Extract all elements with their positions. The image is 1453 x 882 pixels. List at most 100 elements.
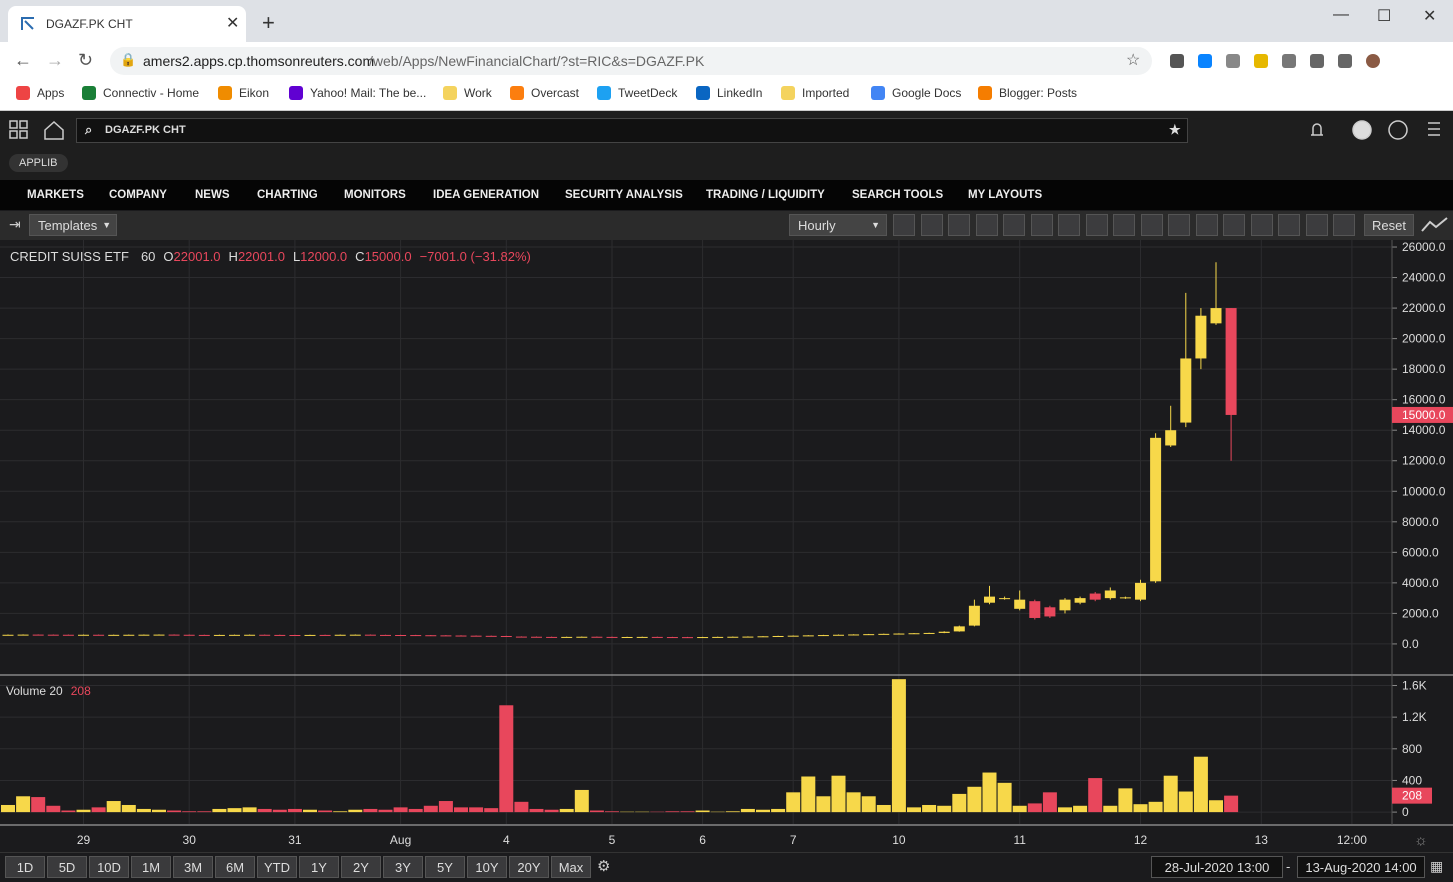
browser-tab[interactable]: DGAZF.PK CHT ✕ (8, 6, 246, 42)
applib-button[interactable]: APPLIB (9, 154, 68, 172)
tool-icon[interactable] (1196, 214, 1218, 236)
bookmark[interactable]: Eikon (218, 86, 269, 100)
bookmark[interactable]: Connectiv - Home (82, 86, 199, 100)
nav-item[interactable]: MONITORS (344, 189, 406, 201)
url-host: amers2.apps.cp.thomsonreuters.com (143, 53, 374, 69)
range-button[interactable]: 3M (173, 856, 213, 878)
templates-button[interactable]: Templates▼ (29, 214, 117, 236)
tool-icon[interactable] (976, 214, 998, 236)
bookmark[interactable]: Work (443, 86, 492, 100)
volume-bar (1073, 806, 1087, 812)
tool-icon[interactable] (921, 214, 943, 236)
tool-icon[interactable] (1058, 214, 1080, 236)
tab-close[interactable]: ✕ (226, 13, 239, 33)
calendar-icon[interactable]: ▦ (1430, 858, 1443, 875)
bookmark[interactable]: Google Docs (871, 86, 961, 100)
bookmark-icon (871, 86, 885, 100)
bookmark[interactable]: Apps (16, 86, 64, 100)
nav-item[interactable]: NEWS (195, 189, 230, 201)
candle-body (63, 635, 74, 636)
tool-icon[interactable] (1086, 214, 1108, 236)
y-tick-label: 400 (1402, 773, 1422, 787)
x-tick-label: 7 (790, 833, 797, 847)
range-button[interactable]: 5D (47, 856, 87, 878)
new-tab[interactable]: + (262, 10, 275, 36)
range-button[interactable]: 10Y (467, 856, 507, 878)
nav-item[interactable]: COMPANY (109, 189, 167, 201)
bookmark-label: TweetDeck (618, 86, 677, 100)
omnibox[interactable]: 🔒 amers2.apps.cp.thomsonreuters.com /web… (110, 47, 1152, 75)
tool-icon[interactable] (1003, 214, 1025, 236)
tool-icon[interactable] (1278, 214, 1300, 236)
bookmark[interactable]: Overcast (510, 86, 579, 100)
tool-icon[interactable] (1306, 214, 1328, 236)
app-icons[interactable] (9, 120, 69, 140)
tool-icon[interactable] (893, 214, 915, 236)
nav-item[interactable]: SEARCH TOOLS (852, 189, 943, 201)
range-button[interactable]: 5Y (425, 856, 465, 878)
tool-icon[interactable] (948, 214, 970, 236)
candle-body (818, 635, 829, 636)
range-button[interactable]: 2Y (341, 856, 381, 878)
candle-body (320, 635, 331, 636)
volume-bar (514, 802, 528, 812)
reload[interactable]: ↻ (78, 50, 93, 71)
favorite-star[interactable]: ★ (1169, 122, 1181, 138)
range-button[interactable]: YTD (257, 856, 297, 878)
candle-body (788, 636, 799, 637)
bookmark-label: Connectiv - Home (103, 86, 199, 100)
bookmark[interactable]: TweetDeck (597, 86, 677, 100)
nav-item[interactable]: MY LAYOUTS (968, 189, 1042, 201)
tool-icon[interactable] (1223, 214, 1245, 236)
minimize[interactable]: — (1333, 6, 1349, 24)
bookmark[interactable]: Blogger: Posts (978, 86, 1077, 100)
candle-body (33, 635, 44, 636)
forward[interactable]: → (46, 50, 64, 71)
chart-style-icon[interactable] (1420, 215, 1450, 235)
volume-bar (952, 794, 966, 812)
candle-body (1060, 600, 1071, 611)
range-button[interactable]: 6M (215, 856, 255, 878)
bookmark[interactable]: Imported (781, 86, 849, 100)
bookmark[interactable]: Yahoo! Mail: The be... (289, 86, 426, 100)
volume-bar (877, 805, 891, 812)
close-window[interactable]: ✕ (1423, 6, 1436, 26)
app-search[interactable]: ⌕ DGAZF.PK CHT ★ (76, 118, 1188, 143)
tool-icon[interactable] (1031, 214, 1053, 236)
tool-icon[interactable] (1333, 214, 1355, 236)
reset-button[interactable]: Reset (1364, 214, 1414, 236)
nav-item[interactable]: IDEA GENERATION (433, 189, 539, 201)
tool-icon[interactable] (1251, 214, 1273, 236)
candle-body (93, 635, 104, 636)
candle-body (199, 635, 210, 636)
bookmark[interactable]: LinkedIn (696, 86, 762, 100)
bookmark-star[interactable]: ☆ (1126, 50, 1140, 70)
maximize[interactable]: ☐ (1377, 6, 1391, 26)
collapse-icon[interactable]: ⇥ (9, 216, 21, 233)
settings-icon[interactable]: ⚙ (597, 857, 610, 875)
range-button[interactable]: 1Y (299, 856, 339, 878)
range-button[interactable]: 1M (131, 856, 171, 878)
nav-item[interactable]: TRADING / LIQUIDITY (706, 189, 825, 201)
back[interactable]: ← (14, 50, 32, 71)
range-button[interactable]: 20Y (509, 856, 549, 878)
tool-icon[interactable] (1141, 214, 1163, 236)
range-button[interactable]: 10D (89, 856, 129, 878)
header-icons[interactable] (1305, 119, 1445, 141)
tool-icon[interactable] (1168, 214, 1190, 236)
range-button[interactable]: 3Y (383, 856, 423, 878)
range-button[interactable]: 1D (5, 856, 45, 878)
candle-body (1211, 308, 1222, 323)
candle-body (637, 637, 648, 638)
tool-icon[interactable] (1113, 214, 1135, 236)
nav-item[interactable]: SECURITY ANALYSIS (565, 189, 683, 201)
interval-select[interactable]: Hourly▼ (789, 214, 887, 236)
volume-bar (892, 679, 906, 812)
bookmark-icon (781, 86, 795, 100)
nav-item[interactable]: CHARTING (257, 189, 318, 201)
range-button[interactable]: Max (551, 856, 591, 878)
date-from[interactable]: 28-Jul-2020 13:00 (1151, 856, 1283, 878)
nav-item[interactable]: MARKETS (27, 189, 84, 201)
date-to[interactable]: 13-Aug-2020 14:00 (1297, 856, 1425, 878)
